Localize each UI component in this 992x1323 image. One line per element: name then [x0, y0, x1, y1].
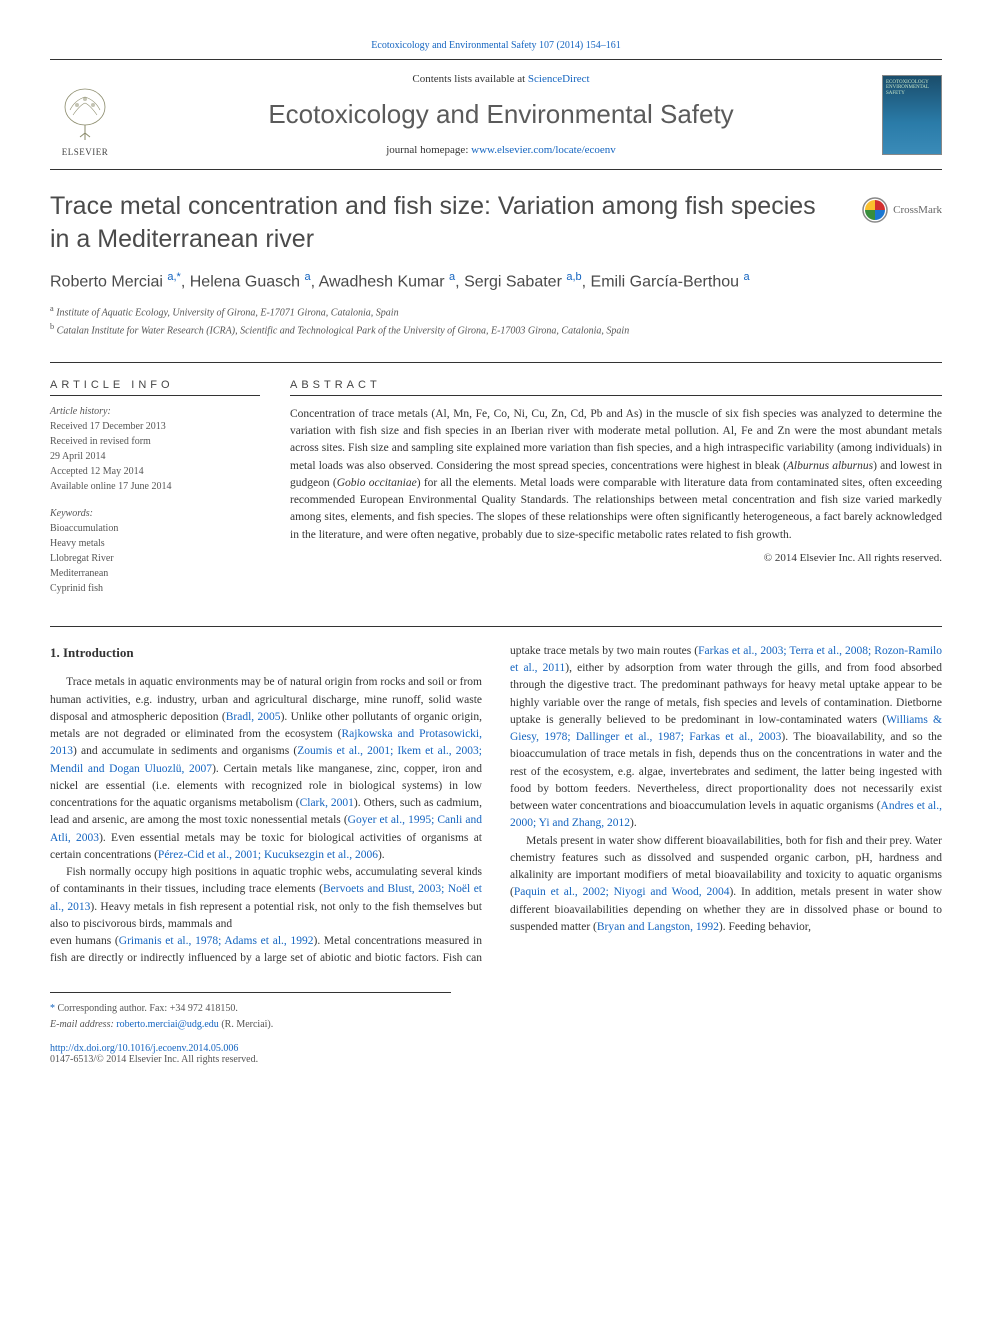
- crossmark-icon: [861, 196, 889, 224]
- sciencedirect-link[interactable]: ScienceDirect: [528, 73, 590, 85]
- article-title: Trace metal concentration and fish size:…: [50, 190, 841, 255]
- keywords-label: Keywords:: [50, 508, 260, 519]
- footnotes: * Corresponding author. Fax: +34 972 418…: [50, 992, 451, 1033]
- history-received: Received 17 December 2013: [50, 419, 260, 434]
- keyword-0: Bioaccumulation: [50, 521, 260, 536]
- issn-copyright: 0147-6513/© 2014 Elsevier Inc. All right…: [50, 1054, 942, 1065]
- corresponding-email: E-mail address: roberto.merciai@udg.edu …: [50, 1017, 451, 1033]
- homepage-line: journal homepage: www.elsevier.com/locat…: [120, 144, 882, 156]
- history-online: Available online 17 June 2014: [50, 479, 260, 494]
- keyword-1: Heavy metals: [50, 536, 260, 551]
- corresponding-author: * Corresponding author. Fax: +34 972 418…: [50, 1001, 451, 1017]
- email-link[interactable]: roberto.merciai@udg.edu: [116, 1019, 219, 1030]
- authors-list: Roberto Merciai a,*, Helena Guasch a, Aw…: [50, 271, 942, 291]
- history-label: Article history:: [50, 406, 260, 417]
- journal-reference: Ecotoxicology and Environmental Safety 1…: [50, 40, 942, 51]
- keyword-2: Llobregat River: [50, 551, 260, 566]
- abstract-column: ABSTRACT Concentration of trace metals (…: [290, 379, 942, 596]
- body-text: 1. Introduction Trace metals in aquatic …: [50, 643, 942, 968]
- article-info-heading: ARTICLE INFO: [50, 379, 260, 391]
- crossmark-badge[interactable]: CrossMark: [861, 196, 942, 224]
- abstract-heading: ABSTRACT: [290, 379, 942, 391]
- journal-name: Ecotoxicology and Environmental Safety: [120, 99, 882, 130]
- publisher-name: ELSEVIER: [62, 147, 109, 157]
- homepage-link[interactable]: www.elsevier.com/locate/ecoenv: [471, 144, 616, 156]
- history-accepted: Accepted 12 May 2014: [50, 464, 260, 479]
- intro-p1: Trace metals in aquatic environments may…: [50, 674, 482, 864]
- journal-header: ELSEVIER Contents lists available at Sci…: [50, 59, 942, 170]
- section-divider-2: [50, 626, 942, 627]
- affiliations: a Institute of Aquatic Ecology, Universi…: [50, 303, 942, 338]
- history-revised-line2: 29 April 2014: [50, 449, 260, 464]
- keyword-3: Mediterranean: [50, 566, 260, 581]
- article-info-sidebar: ARTICLE INFO Article history: Received 1…: [50, 379, 260, 596]
- elsevier-tree-icon: [55, 85, 115, 145]
- history-revised-line1: Received in revised form: [50, 434, 260, 449]
- affiliation-a: a Institute of Aquatic Ecology, Universi…: [50, 303, 942, 320]
- intro-p4: Metals present in water show different b…: [510, 833, 942, 937]
- publisher-logo: ELSEVIER: [50, 72, 120, 157]
- intro-p2: Fish normally occupy high positions in a…: [50, 864, 482, 933]
- crossmark-label: CrossMark: [893, 204, 942, 216]
- journal-cover-thumbnail: ECOTOXICOLOGY ENVIRONMENTAL SAFETY: [882, 75, 942, 155]
- intro-heading: 1. Introduction: [50, 643, 482, 663]
- abstract-copyright: © 2014 Elsevier Inc. All rights reserved…: [290, 552, 942, 564]
- section-divider: [50, 362, 942, 363]
- doi[interactable]: http://dx.doi.org/10.1016/j.ecoenv.2014.…: [50, 1043, 942, 1054]
- contents-line: Contents lists available at ScienceDirec…: [120, 73, 882, 85]
- abstract-text: Concentration of trace metals (Al, Mn, F…: [290, 406, 942, 544]
- affiliation-b: b Catalan Institute for Water Research (…: [50, 321, 942, 338]
- keyword-4: Cyprinid fish: [50, 581, 260, 596]
